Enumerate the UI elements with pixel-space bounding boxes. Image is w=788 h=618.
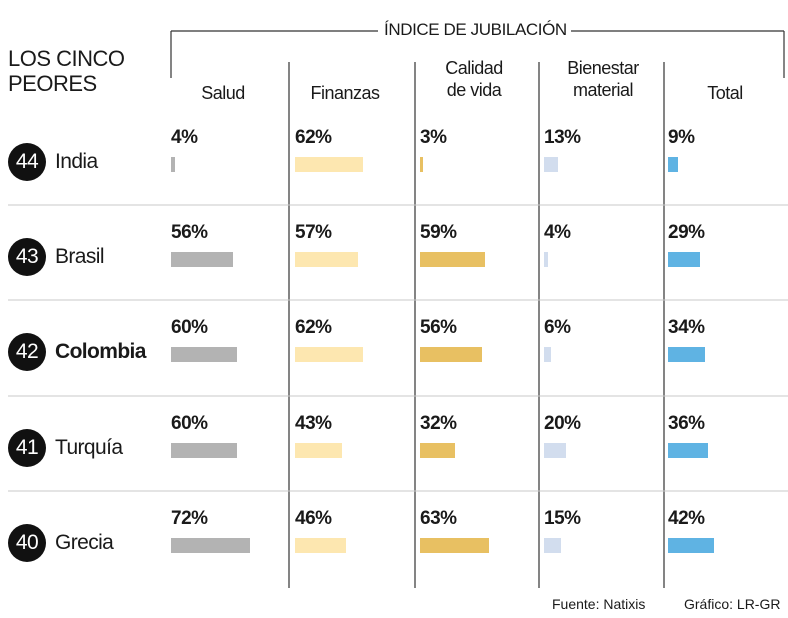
value-label: 60%: [171, 413, 208, 434]
column-header-line: Finanzas: [310, 83, 380, 103]
value-bar: [668, 443, 708, 458]
value-label: 4%: [544, 222, 571, 243]
column-header: Bienestar material: [543, 57, 663, 101]
value-label: 62%: [295, 317, 332, 338]
side-title-line-1: LOS CINCO: [8, 46, 125, 71]
value-bar: [420, 443, 455, 458]
value-label: 59%: [420, 222, 457, 243]
country-label: India: [55, 149, 98, 173]
value-bar: [171, 443, 237, 458]
rank-badge: 40: [8, 523, 46, 562]
rank-badge: 42: [8, 332, 46, 371]
value-label: 9%: [668, 127, 695, 148]
column-header-line: Total: [707, 83, 743, 103]
value-bar: [295, 157, 363, 172]
value-bar: [420, 157, 423, 172]
value-label: 34%: [668, 317, 705, 338]
value-label: 3%: [420, 127, 447, 148]
column-header-line: material: [572, 80, 634, 100]
value-label: 72%: [171, 508, 208, 529]
value-label: 62%: [295, 127, 332, 148]
value-bar: [295, 347, 363, 362]
country-label: Brasil: [55, 244, 105, 268]
value-bar: [668, 538, 714, 553]
rank-badge: 44: [8, 142, 46, 181]
value-label: 13%: [544, 127, 581, 148]
country-label: Colombia: [55, 339, 146, 363]
column-header: Salud: [163, 82, 283, 104]
value-bar: [544, 252, 548, 267]
rank-badge: 41: [8, 428, 46, 467]
value-label: 46%: [295, 508, 332, 529]
value-bar: [544, 538, 561, 553]
value-label: 60%: [171, 317, 208, 338]
value-bar: [668, 347, 705, 362]
value-bar: [295, 252, 358, 267]
rank-badge: 43: [8, 237, 46, 276]
chart-title: ÍNDICE DE JUBILACIÓN: [380, 20, 571, 42]
value-label: 57%: [295, 222, 332, 243]
value-bar: [544, 157, 558, 172]
value-bar: [420, 347, 482, 362]
value-label: 32%: [420, 413, 457, 434]
value-label: 29%: [668, 222, 705, 243]
value-label: 20%: [544, 413, 581, 434]
side-title-line-2: PEORES: [8, 71, 97, 96]
side-title: LOS CINCO PEORES: [8, 46, 125, 96]
column-header-line: Salud: [201, 83, 245, 103]
country-label: Grecia: [55, 530, 114, 554]
column-header: Total: [665, 82, 785, 104]
value-bar: [668, 157, 678, 172]
value-label: 56%: [420, 317, 457, 338]
value-bar: [668, 252, 700, 267]
value-label: 42%: [668, 508, 705, 529]
value-bar: [171, 157, 175, 172]
source-note: Fuente: Natixis: [552, 596, 646, 612]
value-bar: [544, 347, 551, 362]
credit-note: Gráfico: LR-GR: [684, 596, 781, 612]
column-header-line: Bienestar: [567, 58, 639, 78]
value-label: 6%: [544, 317, 571, 338]
column-header: Calidad de vida: [414, 57, 534, 101]
value-label: 43%: [295, 413, 332, 434]
value-bar: [420, 538, 489, 553]
column-header: Finanzas: [285, 82, 405, 104]
value-label: 56%: [171, 222, 208, 243]
value-bar: [544, 443, 566, 458]
value-bar: [295, 443, 342, 458]
value-label: 15%: [544, 508, 581, 529]
value-bar: [171, 538, 250, 553]
value-bar: [295, 538, 346, 553]
value-label: 4%: [171, 127, 198, 148]
value-bar: [420, 252, 485, 267]
value-label: 36%: [668, 413, 705, 434]
column-header-line: de vida: [446, 80, 502, 100]
value-label: 63%: [420, 508, 457, 529]
value-bar: [171, 252, 233, 267]
value-bar: [171, 347, 237, 362]
column-header-line: Calidad: [445, 58, 503, 78]
country-label: Turquía: [55, 435, 123, 459]
